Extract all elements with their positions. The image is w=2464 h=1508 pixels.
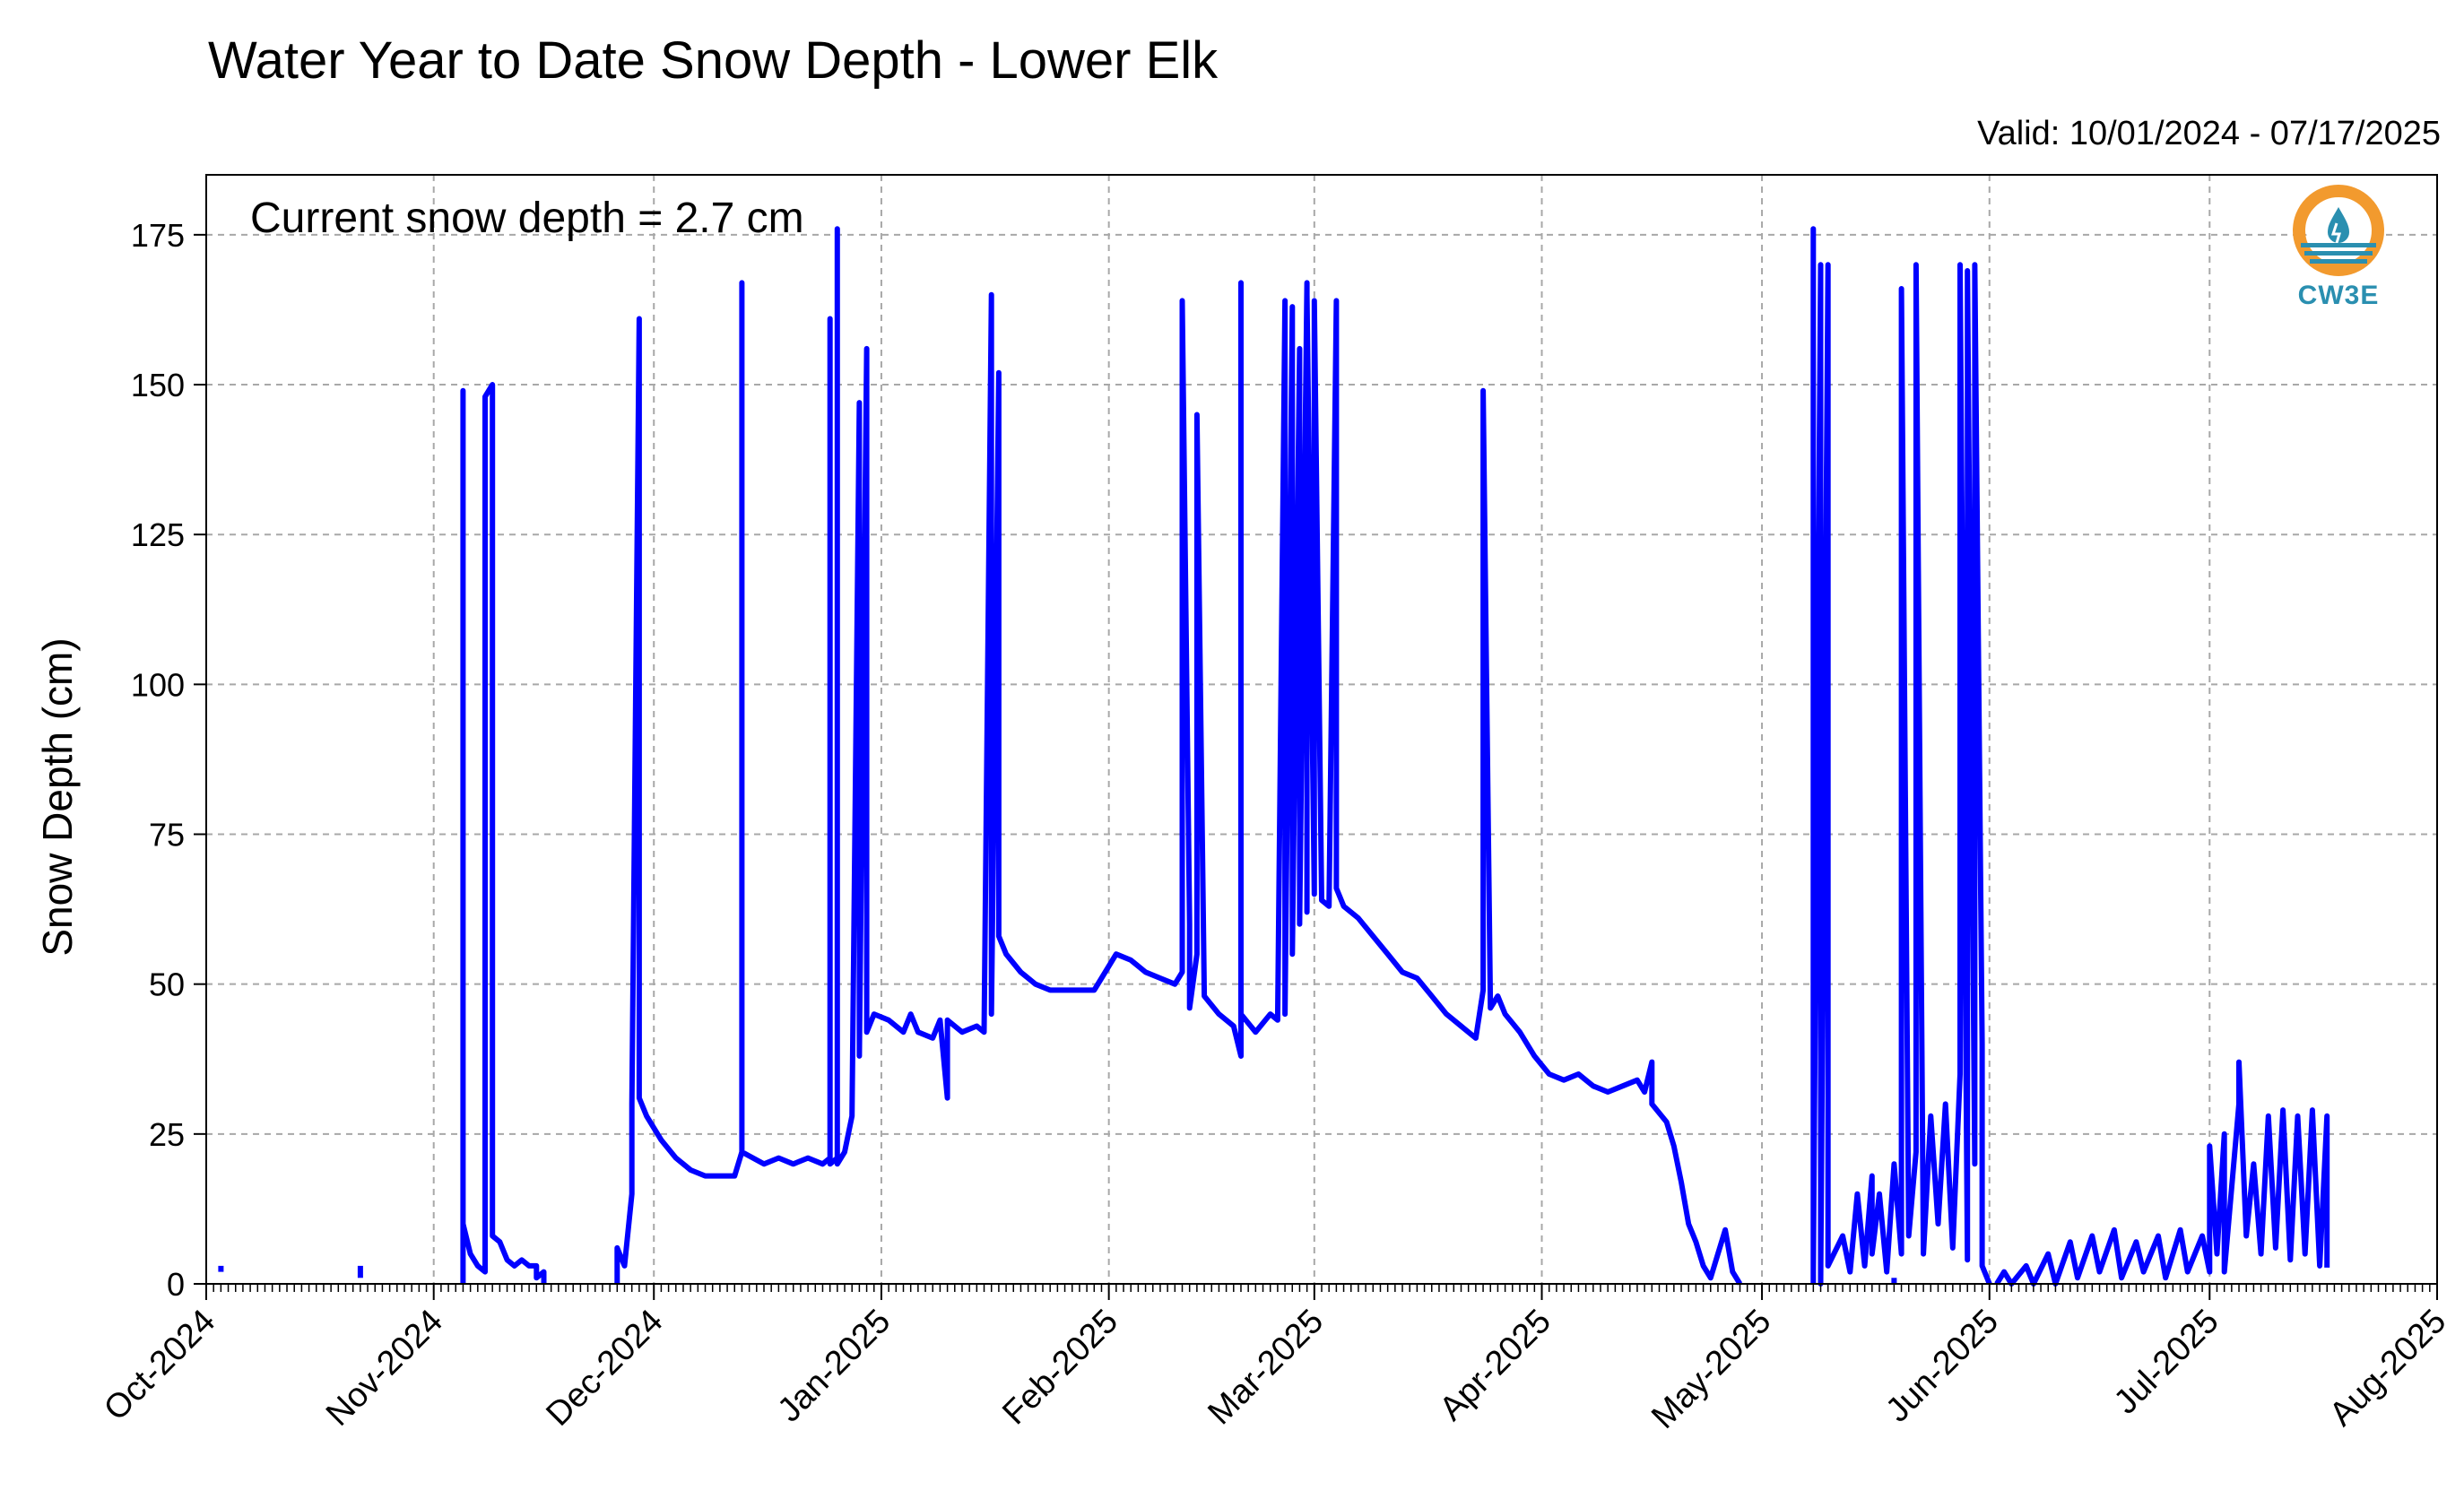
x-tick-label: Jun-2025	[1878, 1303, 2006, 1430]
x-tick-label: May-2025	[1644, 1303, 1778, 1436]
snow-depth-line	[460, 382, 547, 1284]
x-tick-label: Feb-2025	[995, 1303, 1125, 1433]
y-tick-label: 125	[131, 516, 185, 553]
x-tick-label: Jan-2025	[771, 1303, 898, 1430]
y-tick-label: 50	[149, 966, 185, 1003]
axis-ticks: 0 25 50 75 100 125 150 175 Oct-2024 Nov-2024 Dec-2…	[97, 217, 2453, 1436]
y-axis-label: Snow Depth (cm)	[34, 637, 81, 957]
x-tick-label: Dec-2024	[539, 1303, 670, 1434]
y-tick-label: 75	[149, 817, 185, 854]
x-tick-label: Aug-2025	[2322, 1303, 2453, 1434]
cw3e-logo-icon	[2293, 185, 2384, 276]
cw3e-logo-text: CW3E	[2297, 281, 2380, 310]
y-tick-label: 25	[149, 1116, 185, 1153]
snow-depth-line	[614, 226, 1743, 1286]
y-tick-label: 175	[131, 217, 185, 254]
snow-depth-line	[1994, 1059, 2330, 1287]
grid-lines	[206, 175, 2437, 1284]
y-tick-label: 0	[167, 1266, 185, 1303]
x-tick-label: Apr-2025	[1433, 1303, 1558, 1428]
valid-date-range: Valid: 10/01/2024 - 07/17/2025	[1977, 115, 2441, 152]
y-tick-label: 150	[131, 367, 185, 403]
cw3e-logo: CW3E	[2289, 184, 2388, 311]
x-tick-label: Oct-2024	[97, 1303, 222, 1428]
x-tick-label: Nov-2024	[319, 1303, 450, 1434]
x-tick-label: Mar-2025	[1201, 1303, 1331, 1433]
series-snow-depth	[218, 226, 2330, 1287]
x-tick-label: Jul-2025	[2107, 1303, 2226, 1422]
current-depth-annotation: Current snow depth = 2.7 cm	[250, 195, 804, 242]
snow-depth-line	[1810, 226, 1992, 1287]
chart-title: Water Year to Date Snow Depth - Lower El…	[208, 31, 1219, 90]
y-tick-label: 100	[131, 666, 185, 703]
